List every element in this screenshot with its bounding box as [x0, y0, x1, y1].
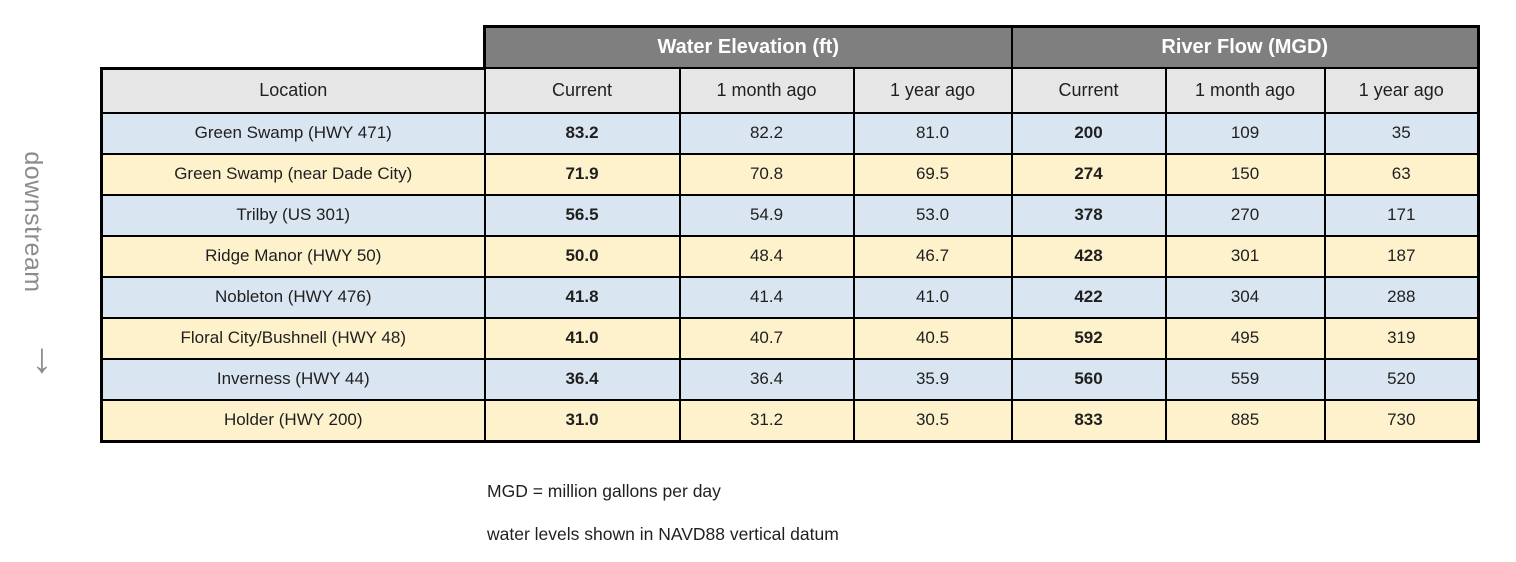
value-cell: 56.5: [483, 193, 681, 237]
group-header-row: Water Elevation (ft) River Flow (MGD): [101, 25, 1480, 69]
value-cell: 53.0: [852, 193, 1013, 237]
table-row: Ridge Manor (HWY 50) 50.0 48.4 46.7 428 301 18…: [100, 234, 1480, 278]
value-cell: 70.8: [678, 152, 855, 196]
value-cell: 82.2: [678, 111, 855, 155]
value-cell: 83.2: [483, 111, 681, 155]
value-cell: 422: [1010, 275, 1167, 319]
value-cell: 36.4: [678, 357, 855, 401]
value-cell: 428: [1010, 234, 1167, 278]
value-cell: 560: [1010, 357, 1167, 401]
value-cell: 54.9: [678, 193, 855, 237]
table-row: Inverness (HWY 44) 36.4 36.4 35.9 560 559 520: [100, 357, 1480, 401]
downstream-arrow-icon: ↓: [31, 334, 53, 381]
location-cell: Ridge Manor (HWY 50): [100, 234, 486, 278]
value-cell: 50.0: [483, 234, 681, 278]
value-cell: 378: [1010, 193, 1167, 237]
value-cell: 150: [1164, 152, 1326, 196]
location-cell: Inverness (HWY 44): [100, 357, 486, 401]
column-header-rf-1-year-ago: 1 year ago: [1323, 67, 1480, 114]
table-row: Holder (HWY 200) 31.0 31.2 30.5 833 885 730: [100, 398, 1480, 443]
group-header-water-elevation: Water Elevation (ft): [483, 25, 1013, 69]
value-cell: 31.0: [483, 398, 681, 443]
value-cell: 31.2: [678, 398, 855, 443]
value-cell: 288: [1323, 275, 1480, 319]
note-mgd-definition: MGD = million gallons per day: [487, 481, 721, 501]
table-row: Floral City/Bushnell (HWY 48) 41.0 40.7 40.…: [100, 316, 1480, 360]
table-row: Green Swamp (HWY 471) 83.2 82.2 81.0 200 109 3…: [100, 111, 1480, 155]
location-cell: Green Swamp (HWY 471): [100, 111, 486, 155]
value-cell: 301: [1164, 234, 1326, 278]
table-body: Green Swamp (HWY 471) 83.2 82.2 81.0 200 109 3…: [100, 111, 1480, 443]
column-header-location: Location: [100, 66, 486, 114]
value-cell: 69.5: [852, 152, 1013, 196]
column-header-we-1-month-ago: 1 month ago: [678, 67, 855, 114]
location-cell: Floral City/Bushnell (HWY 48): [100, 316, 486, 360]
value-cell: 41.8: [483, 275, 681, 319]
value-cell: 48.4: [678, 234, 855, 278]
value-cell: 41.4: [678, 275, 855, 319]
blank-corner-cell: [101, 26, 485, 68]
value-cell: 270: [1164, 193, 1326, 237]
note-vertical-datum: water levels shown in NAVD88 vertical da…: [487, 524, 839, 544]
value-cell: 35.9: [852, 357, 1013, 401]
location-cell: Trilby (US 301): [100, 193, 486, 237]
location-cell: Nobleton (HWY 476): [100, 275, 486, 319]
value-cell: 41.0: [483, 316, 681, 360]
value-cell: 81.0: [852, 111, 1013, 155]
value-cell: 592: [1010, 316, 1167, 360]
value-cell: 833: [1010, 398, 1167, 443]
value-cell: 187: [1323, 234, 1480, 278]
value-cell: 109: [1164, 111, 1326, 155]
table-row: Nobleton (HWY 476) 41.8 41.4 41.0 422 304 288: [100, 275, 1480, 319]
value-cell: 46.7: [852, 234, 1013, 278]
column-header-rf-1-month-ago: 1 month ago: [1164, 67, 1326, 114]
column-header-row: Location Current 1 month ago 1 year ago …: [100, 66, 1480, 114]
location-cell: Green Swamp (near Dade City): [100, 152, 486, 196]
value-cell: 71.9: [483, 152, 681, 196]
water-data-table: Water Elevation (ft) River Flow (MGD) Lo…: [100, 25, 1480, 443]
value-cell: 520: [1323, 357, 1480, 401]
value-cell: 274: [1010, 152, 1167, 196]
value-cell: 885: [1164, 398, 1326, 443]
value-cell: 495: [1164, 316, 1326, 360]
value-cell: 36.4: [483, 357, 681, 401]
value-cell: 304: [1164, 275, 1326, 319]
value-cell: 35: [1323, 111, 1480, 155]
column-header-we-current: Current: [483, 67, 681, 114]
value-cell: 40.5: [852, 316, 1013, 360]
value-cell: 730: [1323, 398, 1480, 443]
value-cell: 171: [1323, 193, 1480, 237]
downstream-label: downstream: [19, 151, 47, 293]
value-cell: 30.5: [852, 398, 1013, 443]
column-header-we-1-year-ago: 1 year ago: [852, 67, 1013, 114]
value-cell: 200: [1010, 111, 1167, 155]
value-cell: 319: [1323, 316, 1480, 360]
group-header-river-flow: River Flow (MGD): [1010, 25, 1480, 69]
value-cell: 559: [1164, 357, 1326, 401]
value-cell: 41.0: [852, 275, 1013, 319]
table-row: Trilby (US 301) 56.5 54.9 53.0 378 270 171: [100, 193, 1480, 237]
value-cell: 63: [1323, 152, 1480, 196]
column-header-rf-current: Current: [1010, 67, 1167, 114]
location-cell: Holder (HWY 200): [100, 398, 486, 443]
table-row: Green Swamp (near Dade City) 71.9 70.8 69.5…: [100, 152, 1480, 196]
value-cell: 40.7: [678, 316, 855, 360]
